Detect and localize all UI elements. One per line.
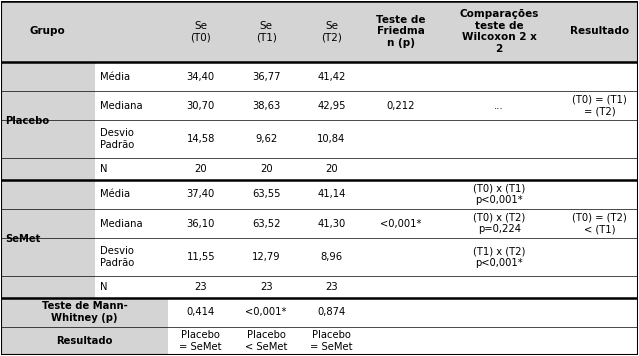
Text: 0,874: 0,874 bbox=[318, 307, 346, 317]
Text: 38,63: 38,63 bbox=[252, 101, 281, 111]
Text: Se
(T0): Se (T0) bbox=[190, 21, 211, 42]
Text: Teste de Mann-
Whitney (p): Teste de Mann- Whitney (p) bbox=[42, 302, 127, 323]
Text: Placebo: Placebo bbox=[6, 116, 50, 126]
Text: Resultado: Resultado bbox=[570, 26, 629, 36]
Bar bbox=[1, 158, 95, 180]
Bar bbox=[1, 180, 95, 209]
Text: (T1) x (T2)
p<0,001*: (T1) x (T2) p<0,001* bbox=[473, 246, 525, 268]
Text: 9,62: 9,62 bbox=[255, 134, 277, 144]
Text: 37,40: 37,40 bbox=[187, 189, 215, 199]
Text: 23: 23 bbox=[194, 282, 207, 292]
Text: 63,55: 63,55 bbox=[252, 189, 281, 199]
Text: (T0) = (T2)
< (T1): (T0) = (T2) < (T1) bbox=[573, 213, 627, 234]
Text: 0,212: 0,212 bbox=[387, 101, 415, 111]
Bar bbox=[1, 209, 638, 238]
Text: 12,79: 12,79 bbox=[252, 252, 281, 262]
Text: N: N bbox=[100, 282, 107, 292]
Bar bbox=[1, 326, 168, 355]
Text: (T0) = (T1)
= (T2): (T0) = (T1) = (T2) bbox=[573, 95, 627, 116]
Text: N: N bbox=[100, 164, 107, 174]
Text: ...: ... bbox=[495, 101, 504, 111]
Text: <0,001*: <0,001* bbox=[380, 219, 422, 229]
Text: 30,70: 30,70 bbox=[187, 101, 215, 111]
Text: 34,40: 34,40 bbox=[187, 72, 215, 82]
Text: Desvio
Padrão: Desvio Padrão bbox=[100, 246, 134, 268]
Text: <0,001*: <0,001* bbox=[245, 307, 287, 317]
Text: Se
(T1): Se (T1) bbox=[256, 21, 277, 42]
Text: Placebo
= SeMet: Placebo = SeMet bbox=[180, 330, 222, 352]
Text: Média: Média bbox=[100, 189, 130, 199]
Text: 8,96: 8,96 bbox=[320, 252, 343, 262]
Text: 36,10: 36,10 bbox=[187, 219, 215, 229]
Text: 14,58: 14,58 bbox=[187, 134, 215, 144]
Bar bbox=[1, 62, 95, 91]
Bar bbox=[1, 180, 638, 209]
Bar bbox=[1, 298, 638, 326]
Bar bbox=[1, 209, 95, 238]
Text: Teste de
Friedma
n (p): Teste de Friedma n (p) bbox=[376, 15, 426, 48]
Text: Grupo: Grupo bbox=[30, 26, 66, 36]
Text: Placebo
= SeMet: Placebo = SeMet bbox=[310, 330, 353, 352]
Bar bbox=[1, 62, 638, 91]
Text: 11,55: 11,55 bbox=[187, 252, 215, 262]
Text: Mediana: Mediana bbox=[100, 101, 142, 111]
Bar bbox=[1, 326, 638, 355]
Bar bbox=[1, 158, 638, 180]
Text: Comparações
teste de
Wilcoxon 2 x
2: Comparações teste de Wilcoxon 2 x 2 bbox=[459, 9, 539, 54]
Text: 10,84: 10,84 bbox=[318, 134, 346, 144]
Text: 20: 20 bbox=[325, 164, 338, 174]
Text: 23: 23 bbox=[260, 282, 272, 292]
Bar bbox=[1, 276, 95, 298]
Text: 20: 20 bbox=[194, 164, 207, 174]
Bar bbox=[1, 91, 638, 120]
Text: 36,77: 36,77 bbox=[252, 72, 281, 82]
Text: (T0) x (T1)
p<0,001*: (T0) x (T1) p<0,001* bbox=[473, 184, 525, 205]
Text: 41,14: 41,14 bbox=[318, 189, 346, 199]
Bar bbox=[1, 298, 168, 326]
Text: SeMet: SeMet bbox=[6, 234, 41, 244]
Text: (T0) x (T2)
p=0,224: (T0) x (T2) p=0,224 bbox=[473, 213, 525, 234]
Text: 41,42: 41,42 bbox=[318, 72, 346, 82]
Text: Se
(T2): Se (T2) bbox=[321, 21, 342, 42]
Text: 20: 20 bbox=[260, 164, 272, 174]
Text: Desvio
Padrão: Desvio Padrão bbox=[100, 129, 134, 150]
Text: Média: Média bbox=[100, 72, 130, 82]
Bar bbox=[1, 276, 638, 298]
Text: Placebo
< SeMet: Placebo < SeMet bbox=[245, 330, 288, 352]
Text: 42,95: 42,95 bbox=[317, 101, 346, 111]
Text: Mediana: Mediana bbox=[100, 219, 142, 229]
Text: 63,52: 63,52 bbox=[252, 219, 281, 229]
Text: 0,414: 0,414 bbox=[187, 307, 215, 317]
Text: 41,30: 41,30 bbox=[318, 219, 346, 229]
Text: Resultado: Resultado bbox=[56, 336, 112, 346]
Bar bbox=[1, 91, 95, 120]
Text: 23: 23 bbox=[325, 282, 338, 292]
